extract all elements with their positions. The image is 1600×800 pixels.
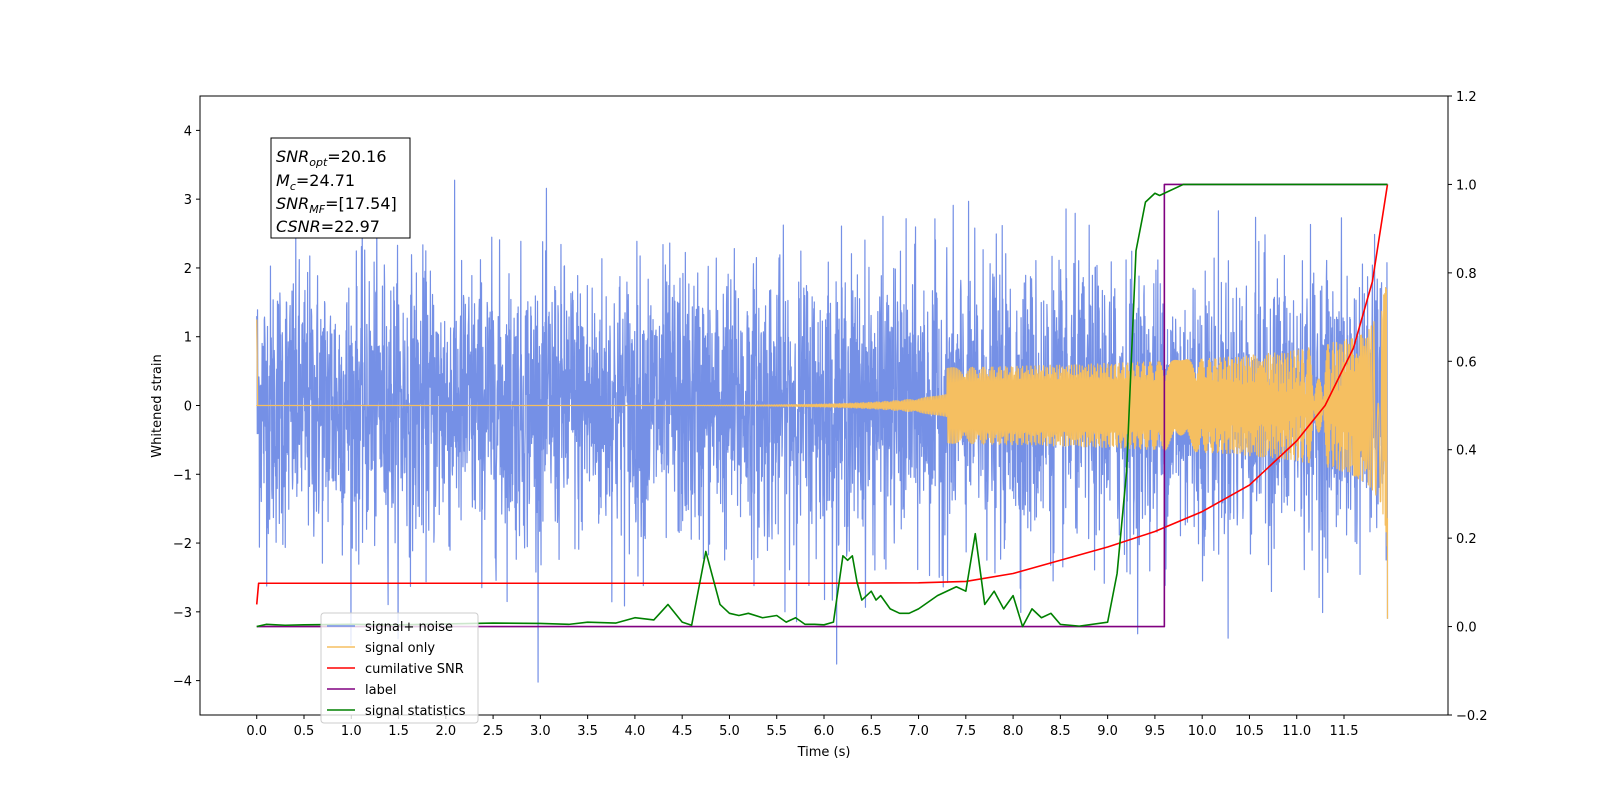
x-tick-label: 11.5 bbox=[1330, 724, 1359, 739]
y-right-tick-label: 0.0 bbox=[1456, 621, 1477, 636]
legend-item-signal-noise: signal+ noise bbox=[327, 620, 453, 635]
series-signal-only bbox=[256, 287, 1389, 619]
svg-text:signal only: signal only bbox=[365, 641, 435, 656]
y-right-tick-label: −0.2 bbox=[1456, 709, 1488, 724]
csnr-stat: CSNR=22.97 bbox=[276, 217, 380, 236]
x-tick-label: 1.5 bbox=[388, 724, 409, 739]
x-tick-label: 3.0 bbox=[530, 724, 551, 739]
svg-text:signal statistics: signal statistics bbox=[365, 704, 466, 719]
x-tick-label: 2.5 bbox=[483, 724, 504, 739]
snr-mf-stat: SNRMF=[17.54] bbox=[276, 194, 397, 216]
y-left-tick-label: −1 bbox=[173, 468, 192, 483]
mc-stat: Mc=24.71 bbox=[276, 171, 355, 193]
legend-item-cumulative-snr: cumilative SNR bbox=[327, 662, 464, 677]
x-tick-label: 11.0 bbox=[1282, 724, 1311, 739]
y-axis-left-label: Whitened strain bbox=[150, 354, 165, 457]
y-left-tick-label: −4 bbox=[173, 675, 192, 690]
x-axis-label: Time (s) bbox=[797, 745, 851, 760]
snr-opt-stat: SNRopt=20.16 bbox=[276, 147, 387, 169]
x-tick-label: 7.0 bbox=[908, 724, 929, 739]
legend-item-signal-statistics: signal statistics bbox=[327, 704, 466, 719]
x-tick-label: 6.0 bbox=[814, 724, 835, 739]
svg-text:cumilative SNR: cumilative SNR bbox=[365, 662, 464, 677]
y-left-tick-label: 4 bbox=[184, 124, 192, 139]
x-tick-label: 4.0 bbox=[625, 724, 646, 739]
x-tick-label: 8.0 bbox=[1003, 724, 1024, 739]
series-signal-statistics bbox=[256, 183, 1388, 628]
y-left-tick-label: 1 bbox=[184, 331, 192, 346]
x-tick-label: 0.0 bbox=[246, 724, 267, 739]
y-right-tick-label: 1.0 bbox=[1456, 178, 1477, 193]
x-tick-label: 5.0 bbox=[719, 724, 740, 739]
svg-text:signal+ noise: signal+ noise bbox=[365, 620, 453, 635]
y-right-tick-label: 0.6 bbox=[1456, 355, 1477, 370]
plot-series bbox=[255, 179, 1389, 683]
y-left-tick-label: −3 bbox=[173, 606, 192, 621]
y-left-tick-label: 2 bbox=[184, 262, 192, 277]
x-tick-label: 6.5 bbox=[861, 724, 882, 739]
x-tick-label: 10.0 bbox=[1188, 724, 1217, 739]
y-right-tick-label: 0.4 bbox=[1456, 444, 1477, 459]
x-tick-label: 2.0 bbox=[435, 724, 456, 739]
x-axis: 0.0 0.5 1.0 1.5 2.0 2.5 3.0 3.5 4.0 4.5 5.0 5.5 6.0 6… bbox=[246, 715, 1358, 739]
y-right-tick-label: 0.2 bbox=[1456, 532, 1477, 547]
y-left-tick-label: 0 bbox=[184, 400, 192, 415]
x-tick-label: 10.5 bbox=[1235, 724, 1264, 739]
x-tick-label: 3.5 bbox=[577, 724, 598, 739]
y-left-tick-label: 3 bbox=[184, 193, 192, 208]
y-right-tick-label: 1.2 bbox=[1456, 90, 1477, 105]
x-tick-label: 8.5 bbox=[1050, 724, 1071, 739]
stats-annotation: SNRopt=20.16 Mc=24.71 SNRMF=[17.54] CSNR… bbox=[270, 137, 411, 239]
x-tick-label: 0.5 bbox=[294, 724, 315, 739]
y-left-tick-label: −2 bbox=[173, 537, 192, 552]
y-axis-right: −0.2 0.0 0.2 0.4 0.6 0.8 1.0 1.2 bbox=[1448, 90, 1488, 724]
x-tick-label: 7.5 bbox=[955, 724, 976, 739]
legend-item-label: label bbox=[327, 683, 396, 698]
y-right-tick-label: 0.8 bbox=[1456, 267, 1477, 282]
x-tick-label: 9.5 bbox=[1145, 724, 1166, 739]
x-tick-label: 9.0 bbox=[1097, 724, 1118, 739]
x-tick-label: 5.5 bbox=[766, 724, 787, 739]
legend-item-signal-only: signal only bbox=[327, 641, 435, 656]
y-axis-left: −4 −3 −2 −1 0 1 2 3 4 bbox=[173, 124, 200, 690]
svg-text:label: label bbox=[365, 683, 396, 698]
x-tick-label: 1.0 bbox=[341, 724, 362, 739]
series-cumilative-snr bbox=[255, 184, 1389, 605]
x-tick-label: 4.5 bbox=[672, 724, 693, 739]
legend: signal+ noise signal only cumilative SNR… bbox=[320, 612, 479, 724]
